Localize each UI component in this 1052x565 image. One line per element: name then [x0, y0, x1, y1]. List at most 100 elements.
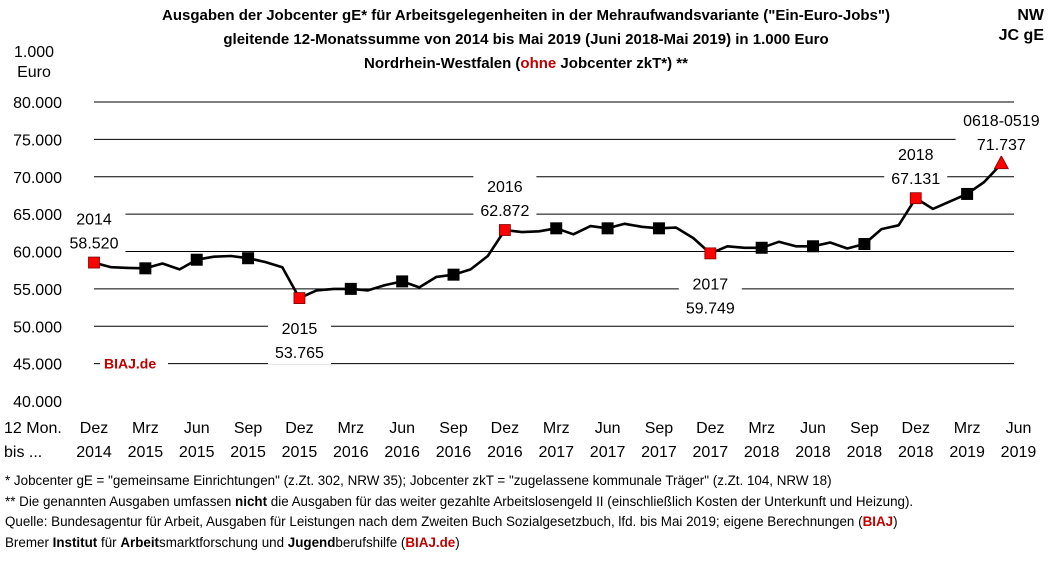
x-tick-label-year: 2019 [1001, 444, 1037, 461]
title-region: Nordrhein-Westfalen ( [364, 55, 521, 72]
title-suffix: Jobcenter zkT*) ** [556, 55, 688, 72]
x-tick-label-month: Dez [696, 420, 724, 437]
data-point-marker [858, 238, 871, 251]
annotation-bg [678, 272, 742, 320]
x-tick-label-month: Dez [491, 420, 519, 437]
annotation-value: 59.749 [686, 300, 735, 317]
x-tick-label-year: 2018 [898, 444, 934, 461]
chart-title-line-1: Ausgaben der Jobcenter gE* für Arbeitsge… [162, 7, 890, 24]
footnote-expenses: ** Die genannten Ausgaben umfassen nicht… [5, 492, 913, 513]
series-line [93, 162, 1003, 300]
annotation-year: 2014 [76, 212, 112, 229]
y-tick-label: 75.000 [13, 132, 62, 149]
y-tick-label: 55.000 [13, 282, 62, 299]
x-tick-label-year: 2015 [179, 444, 215, 461]
footnote-source-a: Quelle: Bundesagentur für Arbeit, Ausgab… [5, 514, 863, 529]
data-point-marker [652, 222, 665, 235]
chart-title-line-3: Nordrhein-Westfalen (ohne Jobcenter zkT*… [0, 55, 1052, 72]
data-point-marker [550, 222, 563, 235]
x-tick-label-year: 2016 [384, 444, 420, 461]
x-prefix-label-2: bis ... [4, 444, 42, 461]
annotation-value: 71.737 [977, 137, 1026, 154]
x-tick-label-month: Mrz [337, 420, 364, 437]
footnote-expenses-bold: nicht [235, 493, 268, 509]
highlight-point-marker [909, 192, 922, 205]
x-tick-label-year: 2016 [436, 444, 472, 461]
inst-f: Jugend [287, 534, 336, 550]
data-point-marker [396, 275, 409, 288]
y-tick-label: 40.000 [13, 394, 62, 411]
inst-c: für [97, 534, 121, 550]
x-tick-label-month: Jun [1006, 420, 1032, 437]
watermark-biaj: BIAJ.de [104, 356, 156, 372]
title-ohne-highlight: ohne [520, 55, 557, 72]
y-axis-unit: 1.000 Euro [5, 43, 63, 83]
latest-point-marker [993, 154, 1010, 170]
data-point-marker [139, 262, 152, 275]
x-tick-label-year: 2018 [795, 444, 831, 461]
annotation-bg [62, 207, 126, 255]
inst-a: Bremer [5, 534, 53, 550]
corner-label: NW JC gE [999, 6, 1044, 46]
data-point-marker [755, 241, 768, 254]
highlight-point-marker [704, 247, 717, 260]
y-tick-label: 45.000 [13, 357, 62, 374]
watermark-bg [100, 353, 168, 374]
data-point-marker [190, 253, 203, 266]
annotation-value: 67.131 [891, 171, 940, 188]
x-tick-label-year: 2015 [282, 444, 318, 461]
annotation-value: 58.520 [70, 236, 119, 253]
x-tick-label-year: 2017 [538, 444, 574, 461]
annotation-year: 2016 [487, 179, 523, 196]
data-point-marker [601, 222, 614, 235]
footnote-source: Quelle: Bundesagentur für Arbeit, Ausgab… [5, 512, 913, 533]
x-tick-label-month: Jun [800, 420, 826, 437]
footnote-expenses-a: ** Die genannten Ausgaben umfassen [5, 493, 236, 509]
line-chart: 40.000 45.000 50.000 55.000 60.000 65.000 70.0… [4, 95, 1048, 461]
x-tick-label-month: Sep [645, 420, 674, 437]
x-tick-label-month: Sep [439, 420, 468, 437]
inst-link[interactable]: BIAJ.de [405, 534, 456, 550]
x-tick-label-month: Mrz [748, 420, 775, 437]
inst-i: ) [455, 534, 460, 550]
x-tick-label-year: 2018 [847, 444, 883, 461]
x-tick-label-month: Sep [850, 420, 879, 437]
annotation-year: 2018 [898, 147, 934, 164]
x-tick-label-year: 2017 [590, 444, 626, 461]
x-tick-label-month: Dez [285, 420, 313, 437]
footnote-source-biaj: BIAJ [862, 514, 894, 529]
corner-label-region: NW [1017, 7, 1044, 24]
annotation-bg [955, 108, 1048, 156]
inst-d: Arbeit [120, 534, 160, 550]
x-prefix-label-1: 12 Mon. [4, 420, 62, 437]
annotation-year: 2017 [693, 276, 729, 293]
x-tick-label-year: 2014 [76, 444, 112, 461]
corner-label-type: JC gE [998, 27, 1044, 44]
footnote-institute: Bremer Institut für Arbeitsmarktforschun… [5, 533, 913, 554]
data-point-marker [242, 252, 255, 265]
x-tick-label-year: 2017 [693, 444, 729, 461]
annotation-value: 62.872 [480, 203, 529, 220]
x-tick-label-month: Dez [902, 420, 930, 437]
data-point-marker [344, 282, 357, 295]
annotation-bg [473, 175, 537, 223]
data-point-marker [447, 268, 460, 281]
chart-title-line-2: gleitende 12-Monatssumme von 2014 bis Ma… [223, 31, 829, 48]
y-tick-label: 70.000 [13, 170, 62, 187]
x-tick-label-month: Jun [184, 420, 210, 437]
annotation-year: 0618-0519 [963, 113, 1040, 130]
y-tick-label: 50.000 [13, 319, 62, 336]
inst-e: smarktforschung und [159, 534, 288, 550]
x-tick-label-month: Jun [389, 420, 415, 437]
highlight-point-marker [498, 224, 511, 236]
annotation-bg [267, 317, 331, 365]
highlight-point-marker [88, 256, 100, 269]
y-axis-unit-line-2: Euro [17, 64, 51, 81]
annotation-year: 2015 [282, 321, 318, 338]
inst-b: Institut [52, 534, 98, 550]
y-tick-label: 65.000 [13, 207, 62, 224]
footnote-jobcenter: * Jobcenter gE = "gemeinsame Einrichtung… [5, 473, 832, 488]
y-tick-label: 80.000 [13, 95, 62, 112]
annotation-bg [884, 143, 948, 191]
footnotes: * Jobcenter gE = "gemeinsame Einrichtung… [5, 471, 913, 553]
